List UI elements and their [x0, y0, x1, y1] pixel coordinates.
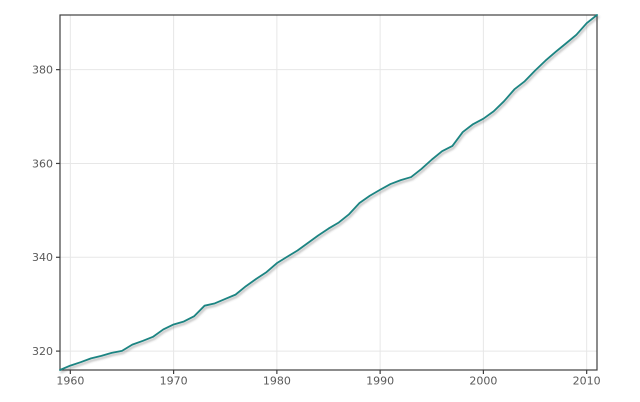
x-tick-label: 1960	[56, 375, 84, 388]
x-tick-label: 1980	[263, 375, 291, 388]
tick-labels: 1960 1970 1980 1990 2000 2010 320 340 360 380	[32, 63, 601, 387]
x-tick-label: 2000	[469, 375, 497, 388]
x-tick-label: 1990	[366, 375, 394, 388]
plot-frame	[59, 14, 598, 371]
y-tick-label: 320	[32, 345, 53, 358]
data-line	[59, 14, 598, 371]
plot-ticks	[56, 69, 588, 374]
y-tick-label: 380	[32, 63, 53, 76]
x-tick-label: 2010	[573, 375, 601, 388]
y-tick-label: 340	[32, 251, 53, 264]
x-tick-label: 1970	[160, 375, 188, 388]
y-tick-label: 360	[32, 157, 53, 170]
plot-gridlines	[60, 15, 597, 370]
